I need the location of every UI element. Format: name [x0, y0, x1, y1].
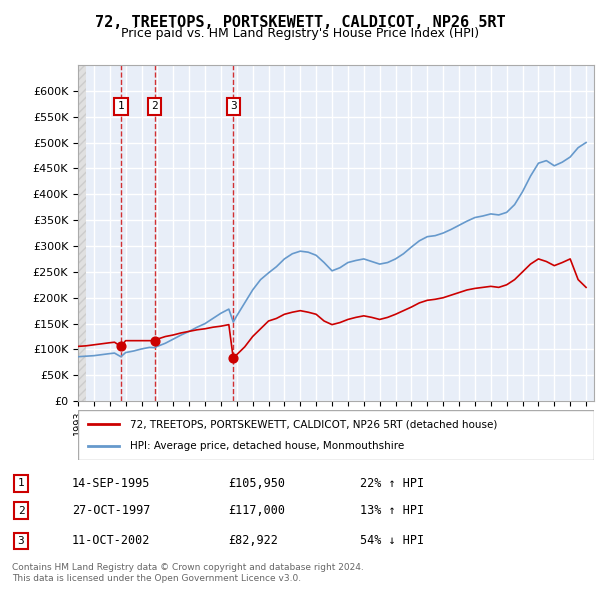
- Text: 72, TREETOPS, PORTSKEWETT, CALDICOT, NP26 5RT: 72, TREETOPS, PORTSKEWETT, CALDICOT, NP2…: [95, 15, 505, 30]
- Text: 3: 3: [230, 101, 236, 112]
- Text: £117,000: £117,000: [228, 504, 285, 517]
- Bar: [78, 65, 86, 401]
- Text: Price paid vs. HM Land Registry's House Price Index (HPI): Price paid vs. HM Land Registry's House …: [121, 27, 479, 40]
- Text: HPI: Average price, detached house, Monmouthshire: HPI: Average price, detached house, Monm…: [130, 441, 404, 451]
- Text: 1: 1: [118, 101, 124, 112]
- Point: [229, 353, 238, 363]
- Point: [150, 336, 160, 345]
- Text: 27-OCT-1997: 27-OCT-1997: [72, 504, 151, 517]
- Text: 72, TREETOPS, PORTSKEWETT, CALDICOT, NP26 5RT (detached house): 72, TREETOPS, PORTSKEWETT, CALDICOT, NP2…: [130, 419, 497, 429]
- Text: 13% ↑ HPI: 13% ↑ HPI: [360, 504, 424, 517]
- Text: 3: 3: [17, 536, 25, 546]
- Text: 1: 1: [17, 478, 25, 489]
- Text: £105,950: £105,950: [228, 477, 285, 490]
- Point: [116, 342, 125, 351]
- Text: 14-SEP-1995: 14-SEP-1995: [72, 477, 151, 490]
- Text: 11-OCT-2002: 11-OCT-2002: [72, 535, 151, 548]
- Text: Contains HM Land Registry data © Crown copyright and database right 2024.
This d: Contains HM Land Registry data © Crown c…: [12, 563, 364, 583]
- Text: 2: 2: [151, 101, 158, 112]
- Text: £82,922: £82,922: [228, 535, 278, 548]
- Text: 2: 2: [17, 506, 25, 516]
- Text: 54% ↓ HPI: 54% ↓ HPI: [360, 535, 424, 548]
- Text: 22% ↑ HPI: 22% ↑ HPI: [360, 477, 424, 490]
